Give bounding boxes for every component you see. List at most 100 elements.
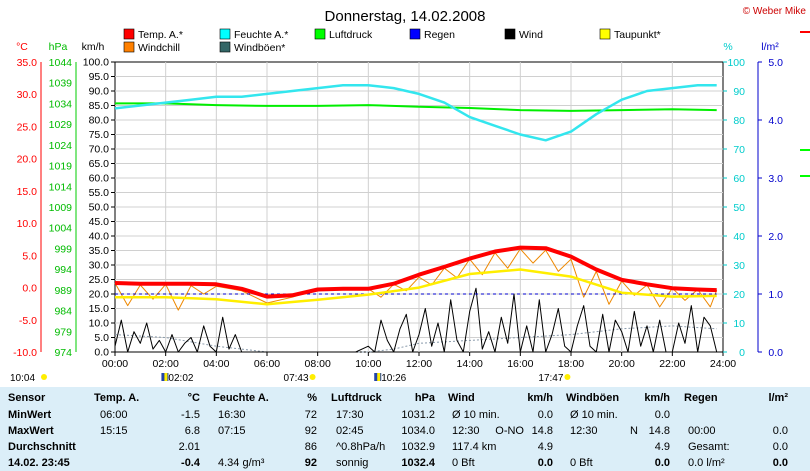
cell-gust-desc: Ø 10 min.: [570, 409, 618, 421]
legend-swatch: [219, 28, 231, 40]
cell-press-time: 02:45: [336, 425, 364, 437]
cell-gust-val: 0.0: [654, 457, 670, 469]
axes: 100.095.090.085.080.075.070.065.060.055.…: [13, 41, 783, 370]
legend-label: Windböen*: [234, 42, 285, 54]
time-tick-label: 12:00: [406, 358, 432, 370]
cell-gust-val: 14.8: [648, 425, 670, 437]
press-tick-label: 1014: [49, 181, 73, 193]
time-tick-label: 20:00: [609, 358, 635, 370]
cell-wind-val: 0.0: [537, 409, 553, 421]
hdr-rain-unit: l/m²: [768, 392, 788, 404]
wind-tick-label: 0.0: [94, 347, 109, 359]
hdr-press-unit: hPa: [414, 392, 435, 404]
hdr-wind: Wind: [448, 392, 475, 404]
temp-tick-label: 10.0: [17, 218, 38, 230]
press-tick-label: 1029: [49, 119, 73, 131]
cell-press-val: 1031.2: [401, 409, 435, 421]
cell-press-val: 1032.4: [401, 457, 435, 469]
hdr-wind-unit: km/h: [527, 392, 553, 404]
cell-temp-time: 06:00: [100, 409, 128, 421]
hdr-rain: Regen: [684, 392, 718, 404]
wind-tick-label: 35.0: [89, 245, 110, 257]
temp-tick-label: 15.0: [17, 186, 38, 198]
cell-wind-desc: 0 Bft: [452, 457, 475, 469]
cell-wind-val: 0.0: [537, 457, 553, 469]
cell-temp-val: -0.4: [181, 457, 200, 469]
press-tick-label: 989: [54, 285, 72, 297]
press-unit-label: hPa: [49, 41, 68, 53]
press-tick-label: 984: [54, 306, 72, 318]
chart-title: Donnerstag, 14.02.2008: [325, 8, 486, 25]
marker-label: 02:02: [168, 373, 193, 384]
marker-label: 10:26: [381, 373, 406, 384]
cell-hum-time: 4.34 g/m³: [218, 457, 265, 469]
legend-label: Feuchte A.*: [234, 29, 288, 41]
time-tick-label: 06:00: [254, 358, 280, 370]
time-tick-label: 00:00: [102, 358, 128, 370]
press-tick-label: 1019: [49, 161, 73, 173]
hdr-temp: Temp. A.: [94, 392, 140, 404]
cell-label: 14.02. 23:45: [8, 457, 70, 469]
temp-tick-label: 35.0: [17, 57, 38, 69]
cell-gust-dir: N: [630, 425, 638, 437]
cell-rain-desc: 0.0 l/m²: [688, 457, 725, 469]
sun-icon: [41, 374, 47, 380]
cell-hum-val: 92: [304, 425, 317, 437]
rain-tick-label: 3.0: [768, 173, 783, 185]
table-row: MinWert 06:00 -1.5 16:30 72 17:30 1031.2 Ø 10 m…: [0, 407, 810, 423]
cell-rain-val: 0.0: [772, 425, 788, 437]
press-tick-label: 994: [54, 264, 72, 276]
cell-hum-val: 86: [304, 441, 317, 453]
wind-tick-label: 55.0: [89, 187, 110, 199]
wind-tick-label: 50.0: [89, 202, 110, 214]
hum-tick-label: 80: [733, 115, 745, 127]
marker-label: 17:47: [538, 373, 563, 384]
wind-tick-label: 95.0: [89, 71, 110, 83]
press-tick-label: 999: [54, 243, 72, 255]
wind-tick-label: 20.0: [89, 289, 110, 301]
cell-wind-dir: O-NO: [495, 425, 524, 437]
hum-tick-label: 70: [733, 144, 745, 156]
legend-swatch: [504, 28, 516, 40]
time-tick-label: 18:00: [558, 358, 584, 370]
rain-tick-label: 0.0: [768, 347, 783, 359]
cell-label: MinWert: [8, 409, 52, 421]
rain-tick-label: 2.0: [768, 231, 783, 243]
cell-label: Durchschnitt: [8, 441, 76, 453]
sun-icon: [309, 374, 316, 380]
legend-label: Luftdruck: [329, 29, 373, 41]
rain-unit-label: l/m²: [761, 41, 779, 53]
wind-tick-label: 75.0: [89, 129, 110, 141]
cell-temp-val: 2.01: [178, 441, 200, 453]
wind-tick-label: 25.0: [89, 274, 110, 286]
press-tick-label: 1044: [49, 57, 73, 69]
cell-rain-val: 0.0: [772, 457, 788, 469]
press-tick-label: 979: [54, 326, 72, 338]
press-tick-label: 1009: [49, 202, 73, 214]
wind-tick-label: 30.0: [89, 260, 110, 272]
time-tick-label: 10:00: [355, 358, 381, 370]
cell-wind-val: 14.8: [531, 425, 553, 437]
wind-tick-label: 65.0: [89, 158, 110, 170]
hum-unit-label: %: [723, 41, 732, 53]
temp-tick-label: 25.0: [17, 121, 38, 133]
press-tick-label: 1039: [49, 78, 73, 90]
sunrise-label: 10:04: [10, 373, 35, 384]
cell-wind-desc: 12:30: [452, 425, 480, 437]
right-panel-edge: [796, 20, 810, 360]
time-tick-label: 04:00: [203, 358, 229, 370]
wind-tick-label: 60.0: [89, 173, 110, 185]
cell-press-time: ^0.8hPa/h: [336, 441, 386, 453]
series-luftdruck: [115, 102, 717, 112]
stats-table: Sensor Temp. A. °C Feuchte A. % Luftdruc…: [0, 387, 810, 471]
cell-gust-desc: 0 Bft: [570, 457, 593, 469]
wind-tick-label: 70.0: [89, 144, 110, 156]
sun-markers: 10:04 02:02 07:43 10:26 17:47: [10, 373, 571, 384]
moon-icon-half: [164, 373, 168, 381]
grid-lines: [115, 62, 723, 352]
legend-swatch: [599, 28, 611, 40]
cell-wind-desc: Ø 10 min.: [452, 409, 500, 421]
legend-label: Regen: [424, 29, 455, 41]
press-tick-label: 974: [54, 347, 72, 359]
hdr-sensor: Sensor: [8, 392, 46, 404]
